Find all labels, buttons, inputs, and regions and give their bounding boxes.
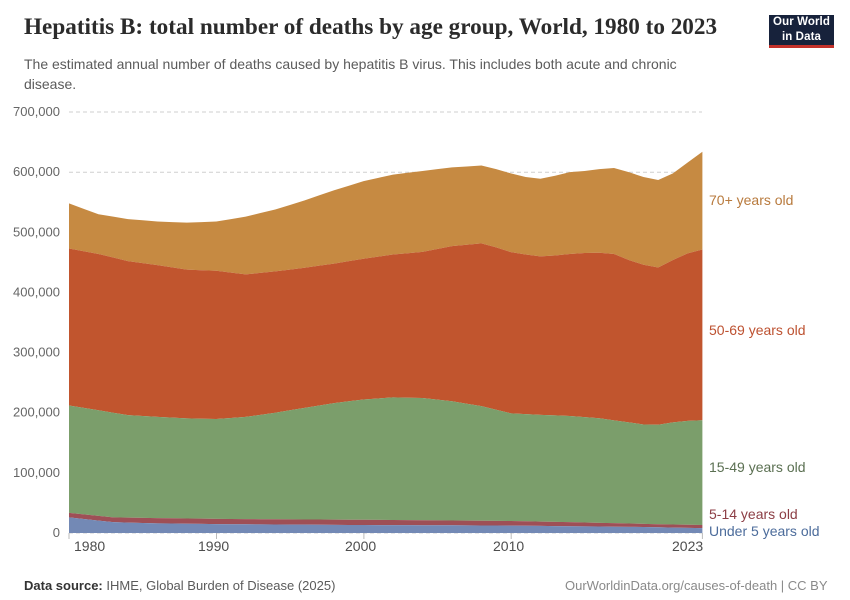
svg-text:300,000: 300,000 bbox=[13, 345, 60, 360]
svg-text:70+ years old: 70+ years old bbox=[709, 192, 793, 208]
svg-text:1980: 1980 bbox=[74, 538, 105, 554]
svg-text:2023: 2023 bbox=[672, 538, 703, 554]
svg-text:500,000: 500,000 bbox=[13, 224, 60, 239]
svg-text:2000: 2000 bbox=[345, 538, 376, 554]
svg-text:700,000: 700,000 bbox=[13, 104, 60, 119]
svg-text:50-69 years old: 50-69 years old bbox=[709, 322, 806, 338]
svg-text:600,000: 600,000 bbox=[13, 164, 60, 179]
svg-text:200,000: 200,000 bbox=[13, 405, 60, 420]
svg-text:0: 0 bbox=[53, 525, 60, 540]
svg-text:15-49 years old: 15-49 years old bbox=[709, 459, 806, 475]
svg-text:1990: 1990 bbox=[198, 538, 229, 554]
svg-text:2010: 2010 bbox=[493, 538, 524, 554]
svg-text:5-14 years old: 5-14 years old bbox=[709, 506, 798, 522]
svg-text:Under 5 years old: Under 5 years old bbox=[709, 523, 820, 539]
svg-text:400,000: 400,000 bbox=[13, 284, 60, 299]
svg-text:100,000: 100,000 bbox=[13, 465, 60, 480]
